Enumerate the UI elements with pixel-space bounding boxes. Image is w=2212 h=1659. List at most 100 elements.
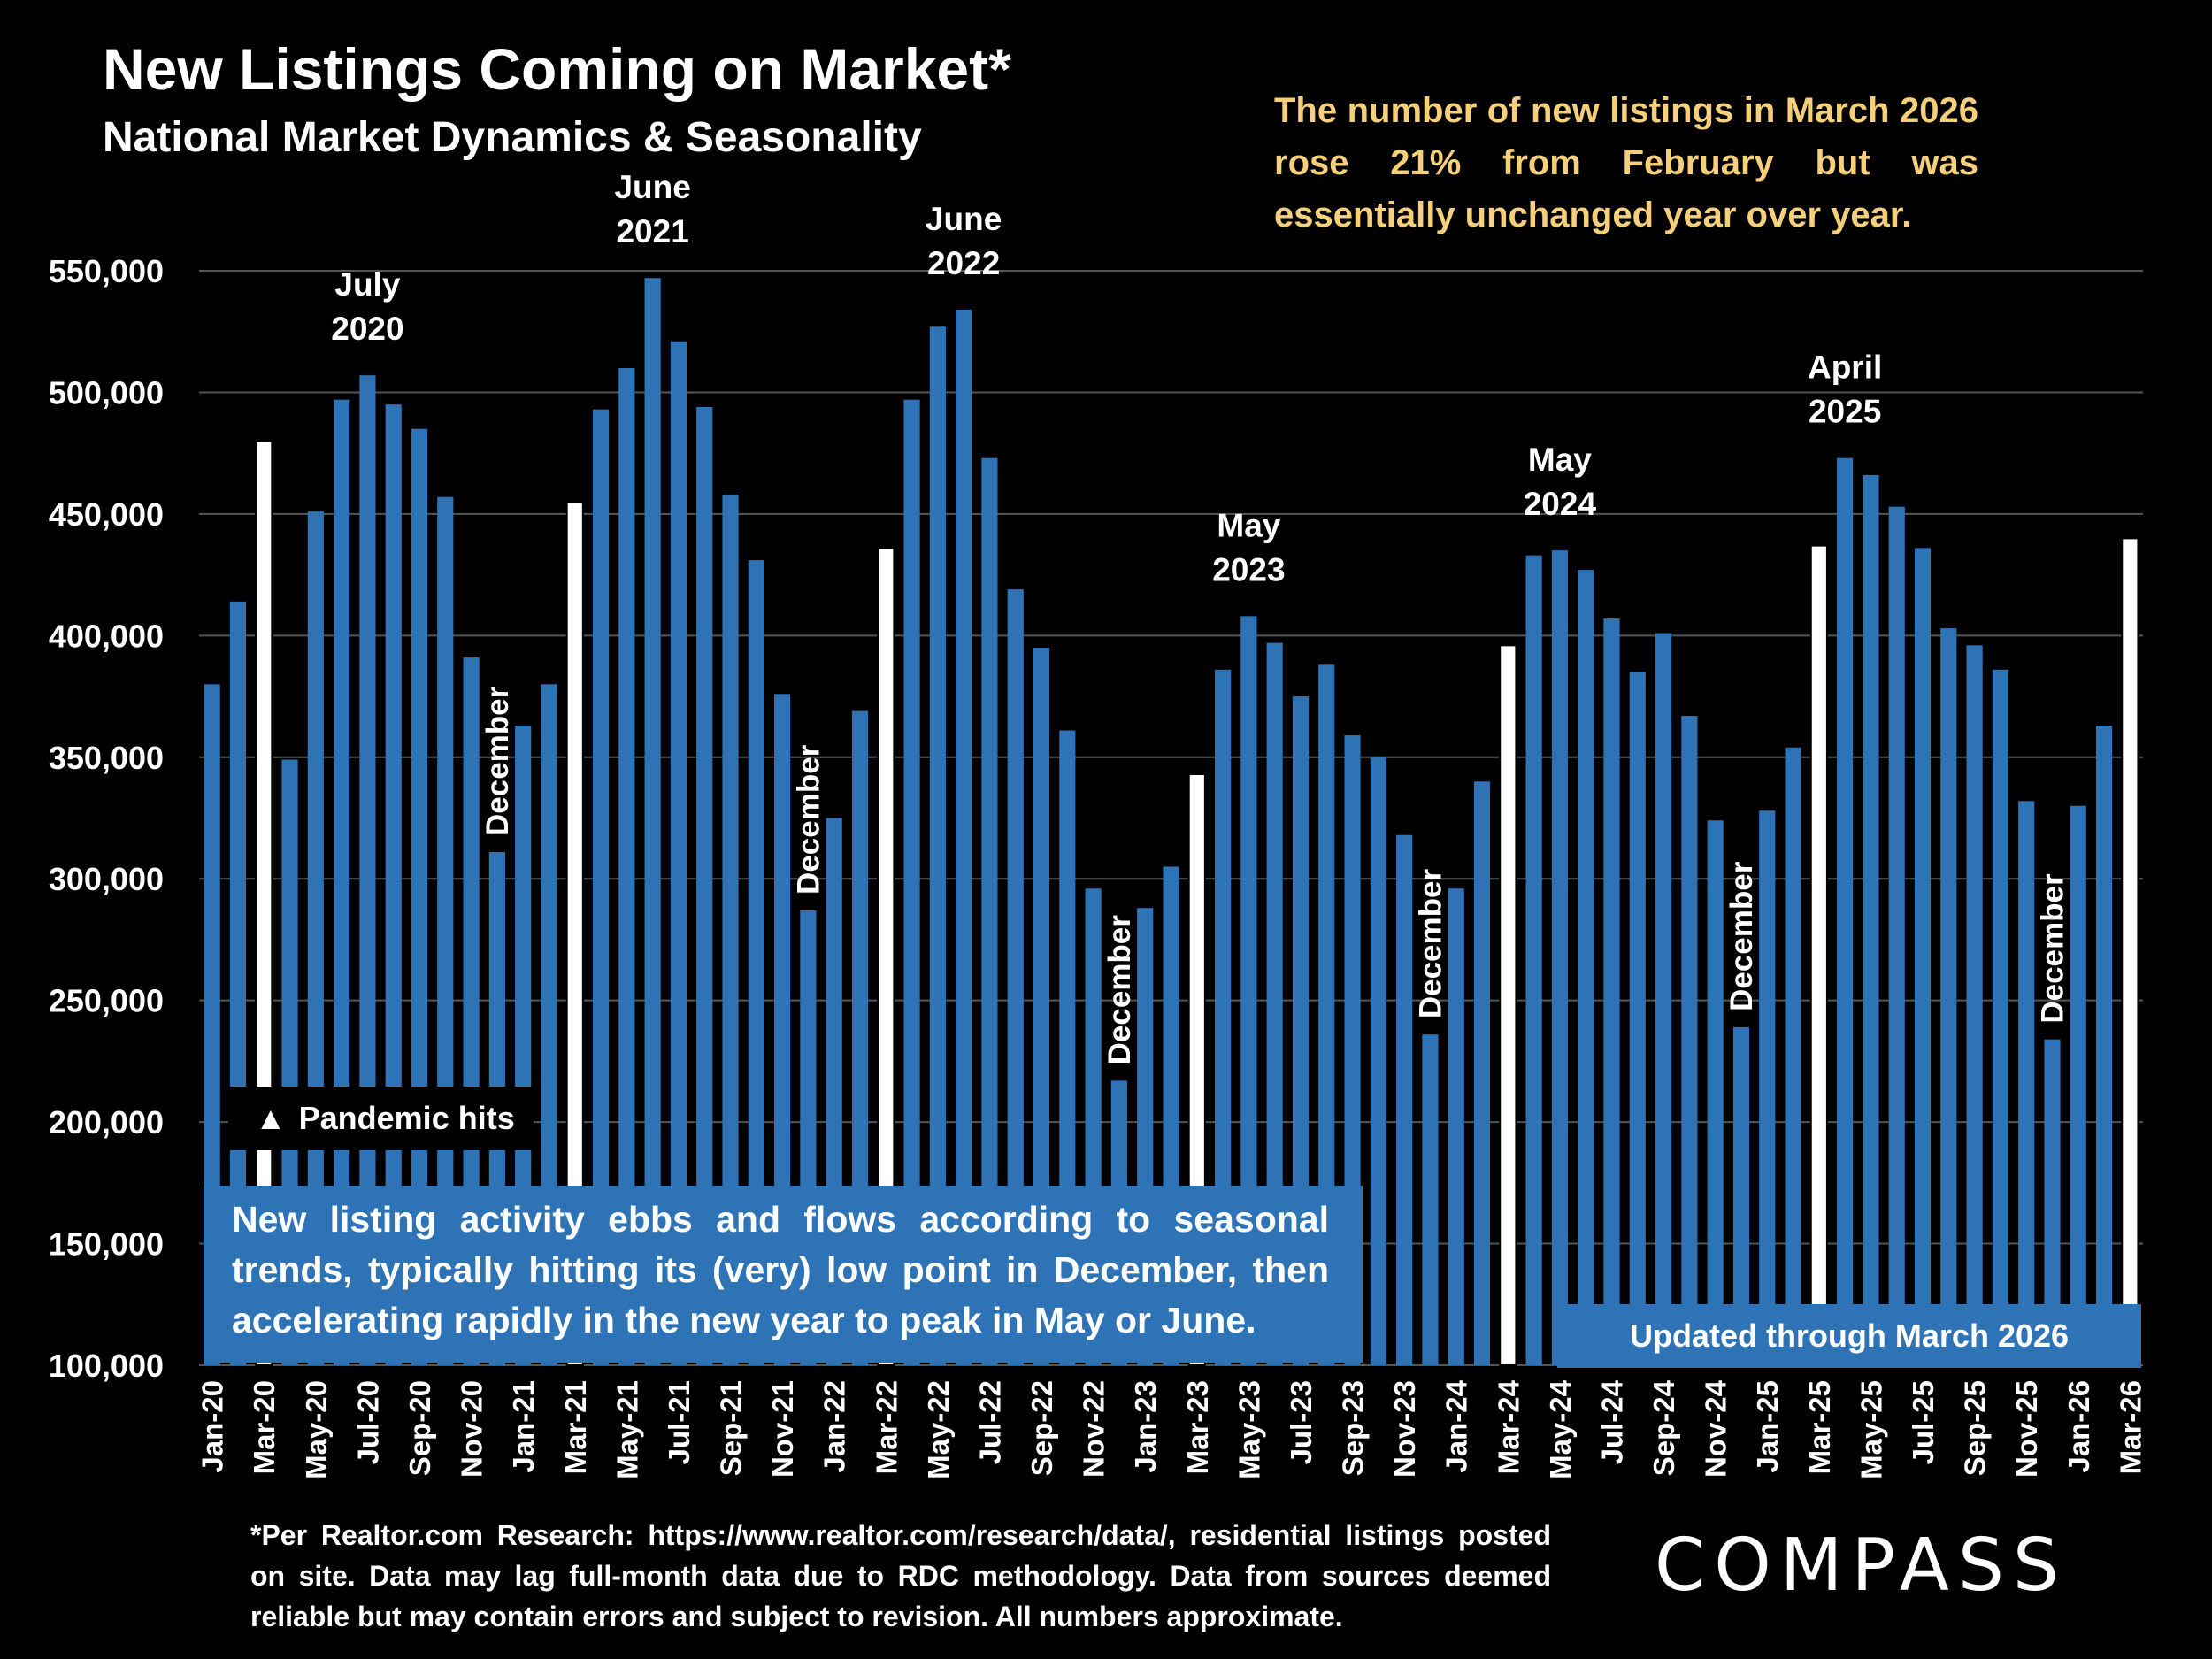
- x-tick-label: Jan-21: [507, 1380, 540, 1473]
- bar: [1396, 834, 1413, 1365]
- y-tick-label: 500,000: [49, 374, 164, 411]
- x-tick-label: Jul-20: [351, 1380, 384, 1464]
- bar: [2070, 805, 2086, 1365]
- y-tick-label: 550,000: [49, 253, 164, 289]
- x-tick-label: May-24: [1544, 1379, 1577, 1479]
- december-label: December: [1724, 861, 1759, 1011]
- peak-label: 2025: [1809, 394, 1881, 430]
- x-tick-label: May-21: [611, 1380, 643, 1479]
- bar: [696, 406, 713, 1366]
- peak-label: 2023: [1212, 551, 1285, 588]
- bar: [1992, 669, 2008, 1365]
- bar: [1551, 550, 1568, 1365]
- y-tick-label: 400,000: [49, 618, 164, 654]
- peak-label: June: [614, 169, 690, 205]
- bar: [1603, 618, 1620, 1365]
- annotations: July 2020 June 2021 June 2022 May 2023 May 2024 Ap…: [331, 169, 2070, 1064]
- bar: [1007, 589, 1024, 1365]
- december-label: December: [1413, 869, 1448, 1019]
- bar: [722, 494, 739, 1365]
- bar: [1809, 544, 1828, 1366]
- peak-label: July: [334, 266, 400, 303]
- bar: [2044, 1039, 2061, 1365]
- x-tick-label: Jan-24: [1440, 1379, 1473, 1472]
- peak-label: 2022: [927, 245, 1000, 281]
- bar: [592, 409, 610, 1366]
- bar: [1888, 506, 1905, 1365]
- peak-label: April: [1808, 349, 1882, 386]
- bar: [2018, 801, 2035, 1365]
- x-tick-label: Mar-22: [870, 1380, 902, 1474]
- bar: [1499, 644, 1517, 1366]
- y-tick-label: 300,000: [49, 861, 164, 897]
- page-subtitle: National Market Dynamics & Seasonality: [103, 114, 922, 161]
- bar: [956, 309, 972, 1366]
- bar: [1681, 716, 1698, 1365]
- x-tick-label: Mar-21: [559, 1380, 592, 1474]
- x-tick-label: Jan-20: [196, 1380, 229, 1473]
- peak-label: May: [1528, 442, 1592, 478]
- x-tick-label: Jul-23: [1285, 1380, 1317, 1464]
- note-text: New listing activity ebbs and flows acco…: [232, 1199, 1329, 1340]
- x-tick-label: Jan-23: [1129, 1380, 1162, 1473]
- bar: [229, 601, 247, 1365]
- x-tick-label: Nov-24: [1700, 1379, 1732, 1478]
- x-tick-label: Mar-24: [1492, 1379, 1525, 1474]
- peak-label: 2020: [331, 311, 403, 347]
- december-label: December: [1102, 915, 1137, 1065]
- x-tick-label: Sep-22: [1025, 1380, 1058, 1476]
- x-tick-label: May-25: [1855, 1380, 1887, 1479]
- bar: [1448, 888, 1464, 1365]
- bar: [1266, 642, 1283, 1365]
- peak-label: 2024: [1524, 486, 1597, 522]
- pandemic-label: Pandemic hits: [298, 1100, 515, 1136]
- bar: [1914, 548, 1932, 1365]
- x-tick-label: Sep-20: [403, 1380, 436, 1476]
- bar: [1940, 628, 1957, 1365]
- x-tick-label: Jul-24: [1595, 1379, 1628, 1464]
- x-tick-label: Sep-24: [1647, 1379, 1680, 1476]
- x-tick-label: Nov-21: [766, 1380, 799, 1478]
- bar: [929, 326, 946, 1365]
- peak-label: 2021: [616, 213, 688, 250]
- headline-callout: The number of new listings in March 2026…: [1274, 91, 1978, 234]
- peak-label: June: [926, 201, 1002, 237]
- x-tick-label: Mar-20: [248, 1380, 280, 1474]
- bar: [2121, 537, 2139, 1366]
- bar: [981, 457, 998, 1365]
- bar: [1422, 1034, 1439, 1365]
- bar: [1578, 570, 1594, 1365]
- bar: [1240, 616, 1257, 1365]
- y-tick-label: 150,000: [49, 1226, 164, 1263]
- y-tick-label: 100,000: [49, 1348, 164, 1384]
- bar: [565, 501, 584, 1366]
- x-tick-label: Nov-23: [1388, 1380, 1421, 1478]
- x-tick-label: Mar-25: [1803, 1380, 1836, 1474]
- bar: [670, 341, 687, 1365]
- bar: [618, 367, 635, 1365]
- bar: [1655, 633, 1672, 1365]
- x-tick-label: Jan-22: [818, 1380, 851, 1473]
- footnote: *Per Realtor.com Research: https://www.r…: [250, 1519, 1551, 1632]
- x-tick-label: Mar-23: [1181, 1380, 1214, 1474]
- bar: [1525, 555, 1542, 1365]
- bar: [1473, 781, 1491, 1365]
- x-tick-label: Mar-26: [2114, 1380, 2147, 1474]
- y-tick-label: 250,000: [49, 983, 164, 1019]
- bar: [903, 399, 920, 1365]
- x-tick-label: Nov-22: [1078, 1380, 1110, 1478]
- y-axis-ticks: 100,000 150,000 200,000 250,000 300,000 350,0…: [49, 253, 164, 1384]
- bar: [1863, 474, 1879, 1365]
- x-tick-label: Sep-25: [1959, 1380, 1992, 1476]
- x-tick-label: May-22: [922, 1380, 955, 1479]
- x-tick-label: Sep-23: [1337, 1380, 1370, 1476]
- x-tick-label: Jan-26: [2062, 1380, 2095, 1473]
- bar: [1732, 1026, 1750, 1365]
- bar: [748, 560, 764, 1365]
- bar: [1759, 810, 1776, 1365]
- bar: [1837, 457, 1854, 1365]
- x-axis-ticks: Jan-20 Mar-20 May-20 Jul-20 Sep-20 Nov-20 Jan-…: [196, 1379, 2147, 1479]
- x-tick-label: Jan-25: [1751, 1380, 1784, 1473]
- bar: [1785, 747, 1801, 1365]
